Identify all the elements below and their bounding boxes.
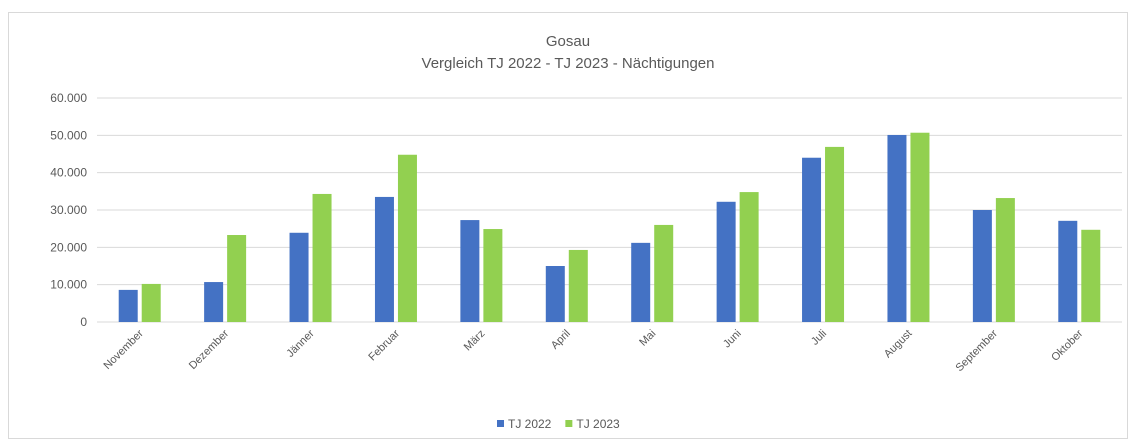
chart-subtitle: Vergleich TJ 2022 - TJ 2023 - Nächtigung…	[422, 55, 715, 72]
legend-swatch	[497, 420, 504, 427]
bar	[739, 192, 759, 322]
y-tick-label: 30.000	[50, 203, 87, 217]
legend-swatch	[565, 420, 573, 427]
bar	[397, 154, 417, 322]
bar	[568, 249, 588, 322]
bar	[545, 266, 565, 322]
legend-label: TJ 2022	[508, 417, 552, 431]
y-tick-label: 20.000	[50, 240, 87, 254]
bar	[825, 146, 845, 322]
bar	[141, 283, 161, 322]
bar	[654, 224, 674, 322]
bar	[204, 282, 224, 322]
y-tick-label: 60.000	[50, 91, 87, 105]
bar	[460, 220, 480, 322]
chart-frame	[8, 12, 1128, 439]
y-tick-label: 50.000	[50, 128, 87, 142]
y-tick-label: 0	[80, 315, 87, 329]
bar	[374, 196, 394, 322]
bar	[312, 193, 332, 322]
bar	[802, 157, 822, 322]
y-tick-label: 10.000	[50, 278, 87, 292]
bar	[716, 201, 736, 322]
bar	[1058, 220, 1078, 322]
chart-title: Gosau	[546, 33, 590, 50]
bar	[118, 289, 138, 322]
legend-label: TJ 2023	[576, 417, 620, 431]
bar	[995, 198, 1015, 322]
y-tick-label: 40.000	[50, 166, 87, 180]
bar	[887, 134, 907, 322]
bar	[1081, 229, 1101, 322]
bar	[910, 132, 930, 322]
bar	[289, 232, 309, 322]
bar	[631, 242, 651, 322]
bar	[972, 210, 992, 322]
bar	[227, 235, 247, 322]
bar	[483, 229, 503, 322]
